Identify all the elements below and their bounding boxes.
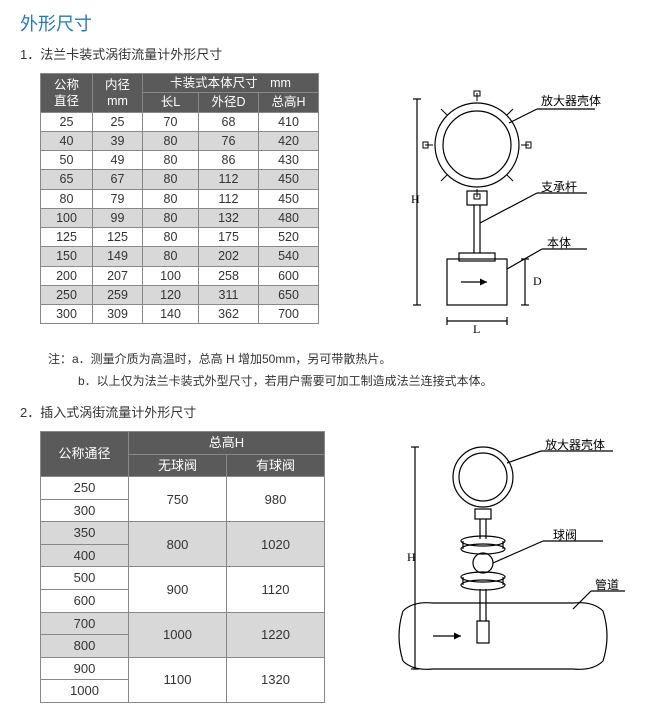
th-len: 长L (143, 93, 199, 112)
table-row: 250750980 (41, 477, 325, 500)
table-row: 90011001320 (41, 657, 325, 680)
dim-D: D (533, 274, 542, 288)
table-row: 807980112450 (41, 189, 319, 208)
th2-group: 总高H (129, 432, 325, 455)
note-a: 注：a．测量介质为高温时，总高 H 增加50mm，另可带散热片。 (48, 349, 643, 371)
label-body: 本体 (547, 236, 571, 250)
dim-L: L (473, 322, 480, 336)
table-row: 300309140362700 (41, 305, 319, 324)
th-nom: 公称 直径 (41, 74, 93, 113)
table-row: 25257068410 (41, 112, 319, 131)
table-row: 70010001220 (41, 612, 325, 635)
label-strut: 支承杆 (541, 180, 577, 194)
th2-nom: 公称通径 (41, 432, 129, 477)
label-amp: 放大器壳体 (541, 93, 601, 108)
table-row: 3508001020 (41, 522, 325, 545)
table-row: 50498086430 (41, 151, 319, 170)
table-row: 40398076420 (41, 131, 319, 150)
section1-heading: 1．法兰卡装式涡街流量计外形尺寸 (20, 44, 643, 63)
page-title: 外形尺寸 (20, 10, 643, 36)
th-od: 外径D (199, 93, 259, 112)
dim2-H: H (407, 550, 416, 564)
table-row: 200207100258600 (41, 266, 319, 285)
table-insertion: 公称通径 总高H 无球阀 有球阀 25075098030035080010204… (40, 431, 325, 703)
section2-heading: 2．插入式涡街流量计外形尺寸 (20, 402, 643, 421)
table-row: 656780112450 (41, 170, 319, 189)
dim-H: H (411, 192, 420, 206)
th-body-group: 卡装式本体尺寸 mm (143, 74, 319, 93)
table-flange: 公称 直径 内径 mm 卡装式本体尺寸 mm 长L 外径D 总高H 252570… (40, 73, 319, 324)
th-th: 总高H (259, 93, 319, 112)
label2-pipe: 管道 (595, 577, 619, 592)
th2-nv: 无球阀 (129, 454, 227, 477)
table-row: 12512580175520 (41, 228, 319, 247)
diagram-insertion: H 放大器壳体 球阀 管道 (343, 431, 633, 681)
table-row: 15014980202540 (41, 247, 319, 266)
diagram-flange: H L D 放大器壳体 支承杆 本体 (337, 73, 607, 343)
note-b: b．以上仅为法兰卡装式外型尺寸，若用户需要可加工制造成法兰连接式本体。 (78, 371, 643, 393)
label2-valve: 球阀 (553, 528, 577, 542)
th2-wv: 有球阀 (227, 454, 325, 477)
table-row: 1009980132480 (41, 208, 319, 227)
table-row: 250259120311650 (41, 285, 319, 304)
label2-amp: 放大器壳体 (545, 437, 605, 452)
th-id: 内径 mm (93, 74, 143, 113)
table-row: 5009001120 (41, 567, 325, 590)
